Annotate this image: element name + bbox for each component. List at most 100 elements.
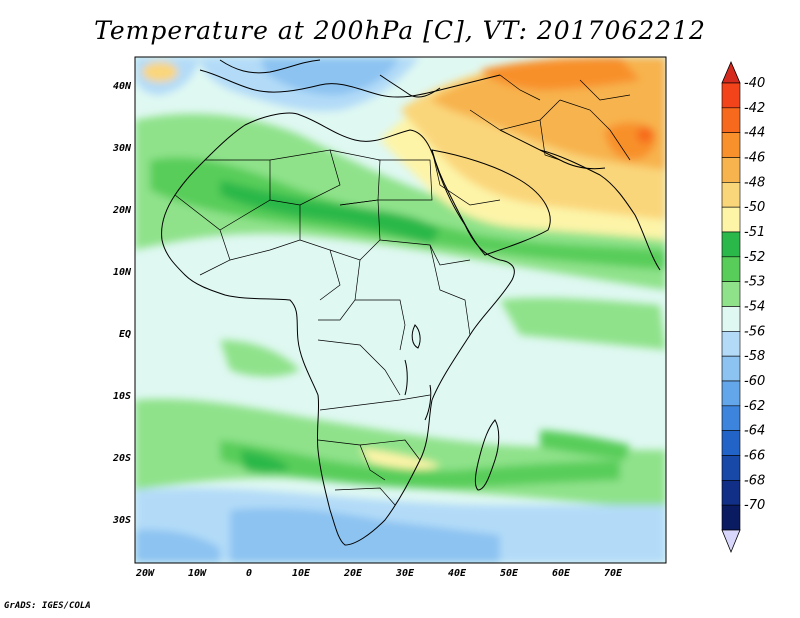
grads-credit: GrADS: IGES/COLA xyxy=(4,601,91,611)
colorbar-bin xyxy=(721,480,741,506)
temperature-field xyxy=(135,57,666,563)
colorbar-label: -66 xyxy=(744,449,765,464)
lon-tick-0: 0 xyxy=(246,568,252,579)
colorbar-bin xyxy=(721,182,741,208)
border-12 xyxy=(429,244,471,336)
border-14 xyxy=(319,394,431,411)
longitude-labels: 20W 10W 0 10E 20E 30E 40E 50E 60E 70E xyxy=(135,568,623,579)
colorbar-min-arrow xyxy=(721,529,741,554)
orange-region xyxy=(430,57,666,170)
green-patch-southeast xyxy=(540,430,630,460)
colorbar-bin xyxy=(721,430,741,456)
colorbar: -40 -42 -44 -46 -48 -50 -51 -52 -53 -54 -56 -58 -60 -… xyxy=(721,60,765,554)
lon-tick-50e: 50E xyxy=(500,568,519,579)
madagascar-coastline xyxy=(474,419,500,491)
india-coastline xyxy=(539,149,661,271)
lon-tick-10w: 10W xyxy=(188,568,207,579)
map-title: Temperature at 200hPa [C], VT: 201706221… xyxy=(94,16,706,45)
border-23 xyxy=(499,74,541,101)
red-hotspot xyxy=(637,127,653,143)
lon-tick-60e: 60E xyxy=(552,568,571,579)
lat-tick-eq: EQ xyxy=(119,329,131,340)
mediterranean-coastline xyxy=(199,69,501,98)
border-17 xyxy=(334,487,396,506)
colorbar-label: -64 xyxy=(744,424,765,439)
yellow-patch-northwest xyxy=(142,62,178,82)
blue-region-southwest xyxy=(135,529,220,563)
colorbar-bin xyxy=(721,504,741,531)
colorbar-bin xyxy=(721,132,741,158)
border-2 xyxy=(269,149,341,206)
lon-tick-10e: 10E xyxy=(292,568,311,579)
colorbar-label: -52 xyxy=(744,250,765,265)
border-11 xyxy=(355,299,406,351)
latitude-labels: 40N 30N 20N 10N EQ 10S 20S 30S xyxy=(112,81,132,526)
map-frame xyxy=(134,56,667,564)
green-belt-north-mid xyxy=(150,157,666,270)
blue-region-south-dark xyxy=(230,508,500,563)
colorbar-max-arrow xyxy=(721,60,741,84)
border-22 xyxy=(579,79,631,101)
arabia-coastline xyxy=(431,149,551,256)
africa-coastline xyxy=(161,112,515,546)
green-patch-west xyxy=(220,340,300,377)
colorbar-label: -62 xyxy=(744,399,765,414)
colorbar-label: -60 xyxy=(744,374,765,389)
border-1 xyxy=(205,159,271,231)
border-18 xyxy=(431,149,501,206)
country-borders xyxy=(174,74,631,506)
green-belt-south-mid xyxy=(220,440,620,489)
blue-region-north-dark xyxy=(260,57,400,96)
lat-tick-10s: 10S xyxy=(113,391,131,402)
colorbar-bin xyxy=(721,331,741,357)
border-21 xyxy=(539,119,561,161)
colorbar-bin xyxy=(721,256,741,282)
colorbar-label: -54 xyxy=(744,300,765,315)
lat-tick-30s: 30S xyxy=(112,515,131,526)
colorbar-bin xyxy=(721,157,741,183)
border-20 xyxy=(559,99,631,161)
lon-tick-40e: 40E xyxy=(448,568,467,579)
border-9 xyxy=(379,239,471,266)
colorbar-bin xyxy=(721,455,741,481)
lon-tick-20w: 20W xyxy=(135,568,155,579)
colorbar-label: -70 xyxy=(744,498,765,513)
lake-malawi xyxy=(424,384,432,421)
border-5 xyxy=(174,194,231,276)
colorbar-bin xyxy=(721,380,741,407)
border-16 xyxy=(359,439,421,461)
colorbar-label: -42 xyxy=(744,101,765,116)
lon-tick-30e: 30E xyxy=(395,568,415,579)
yellow-patch-south xyxy=(360,448,440,470)
colorbar-label: -58 xyxy=(744,349,765,364)
lat-tick-30n: 30N xyxy=(112,143,132,154)
colorbar-bin xyxy=(721,206,741,233)
colorbar-bins xyxy=(721,82,741,531)
border-10 xyxy=(318,259,361,321)
orange-dark-region xyxy=(480,57,640,90)
colorbar-bin xyxy=(721,107,741,133)
border-6 xyxy=(229,205,301,261)
lat-tick-20n: 20N xyxy=(112,205,132,216)
colorbar-bin xyxy=(721,355,741,382)
lon-tick-70e: 70E xyxy=(604,568,623,579)
colorbar-bin xyxy=(721,281,741,307)
lat-tick-10n: 10N xyxy=(113,267,132,278)
colorbar-label: -40 xyxy=(744,76,765,91)
colorbar-label: -50 xyxy=(744,200,765,215)
colorbar-bin xyxy=(721,306,741,332)
colorbar-label: -56 xyxy=(744,324,765,339)
lake-tanganyika xyxy=(404,359,408,396)
colorbar-label: -48 xyxy=(744,175,765,190)
colorbar-label: -46 xyxy=(744,151,765,166)
green-patch-east xyxy=(500,297,666,350)
green-belt-south-dark xyxy=(240,450,290,474)
lat-tick-40n: 40N xyxy=(113,81,132,92)
green-belt-north-dark xyxy=(220,180,440,245)
border-7 xyxy=(299,239,341,301)
border-19 xyxy=(469,99,561,131)
border-15 xyxy=(317,439,386,481)
lon-tick-20e: 20E xyxy=(343,568,363,579)
colorbar-labels: -40 -42 -44 -46 -48 -50 -51 -52 -53 -54 -56 -58 -60 -… xyxy=(744,76,765,513)
